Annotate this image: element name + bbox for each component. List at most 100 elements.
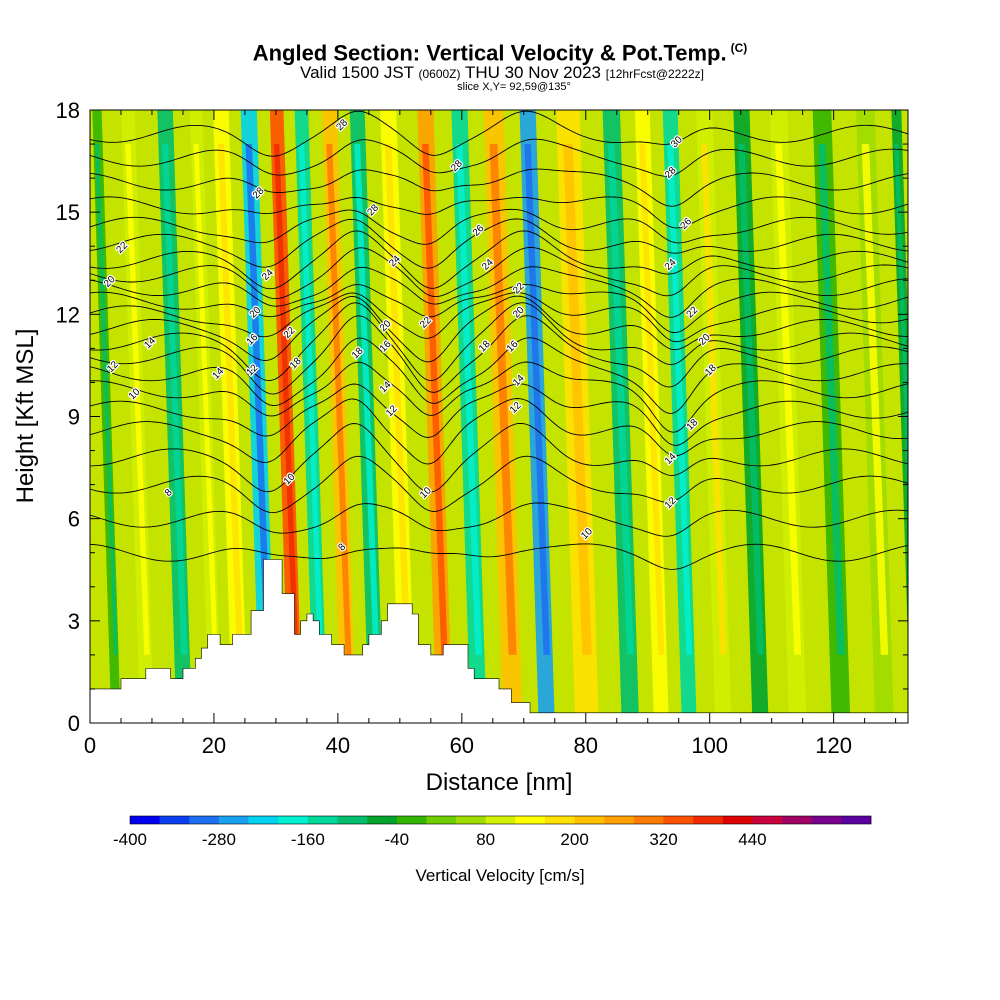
x-tick-label: 100 <box>691 733 728 758</box>
colorbar-tick-label: 80 <box>476 830 495 849</box>
forecast-info: [12hrFcst@2222z] <box>605 67 704 82</box>
colorbar-swatch <box>782 816 813 824</box>
colorbar-swatch <box>248 816 279 824</box>
velocity-band-core <box>422 144 448 655</box>
x-tick-label: 80 <box>574 733 598 758</box>
velocity-band-core <box>563 144 592 655</box>
colorbar-swatch <box>574 816 605 824</box>
velocity-band-core <box>384 144 411 655</box>
velocity-band-core <box>894 144 908 509</box>
isentrope-line <box>90 295 908 363</box>
isentrope-line <box>90 218 908 269</box>
isentrope-line <box>90 247 908 300</box>
colorbar-swatch <box>811 816 842 824</box>
y-tick-label: 12 <box>56 302 80 327</box>
x-tick-label: 20 <box>202 733 226 758</box>
terrain <box>90 559 908 723</box>
isentrope-contours <box>90 110 908 570</box>
colorbar-swatch <box>633 816 664 824</box>
velocity-band <box>891 110 908 644</box>
colorbar-swatch <box>663 816 694 824</box>
isentrope-line <box>90 168 908 207</box>
isentrope-line <box>90 422 908 493</box>
valid-time-line: Valid 1500 JST (0600Z) THU 30 Nov 2023 [… <box>4 63 1000 83</box>
chart-title-line: Angled Section: Vertical Velocity & Pot.… <box>0 36 1000 65</box>
colorbar-swatch <box>485 816 516 824</box>
velocity-field <box>90 110 908 723</box>
y-tick-label: 9 <box>68 405 80 430</box>
colorbar-swatch <box>396 816 427 824</box>
colorbar-tick-label: -280 <box>202 830 236 849</box>
colorbar-tick-label: 320 <box>649 830 677 849</box>
valid-utc: (0600Z) <box>418 67 461 82</box>
isentrope-line <box>90 292 908 343</box>
velocity-band-core <box>298 144 324 655</box>
velocity-band-core <box>701 144 727 655</box>
x-tick-label: 40 <box>326 733 350 758</box>
colorbar-swatch <box>189 816 220 824</box>
isentrope-line <box>90 502 908 537</box>
colorbar-swatch <box>515 816 546 824</box>
isentrope-line <box>90 230 908 290</box>
axes: 0 20 40 60 80 100 120 0 3 6 9 12 15 18 <box>56 98 908 758</box>
x-tick-label: 120 <box>815 733 852 758</box>
isentrope-line <box>90 110 908 157</box>
y-tick-label: 6 <box>68 507 80 532</box>
chart-titles: Angled Section: Vertical Velocity & Pot.… <box>0 36 1000 94</box>
isentrope-line <box>90 315 908 395</box>
slice-info: slice X,Y= 92,59@135° <box>457 81 571 94</box>
x-tick-label: 60 <box>450 733 474 758</box>
y-tick-label: 3 <box>68 609 80 634</box>
colorbar-swatch <box>426 816 457 824</box>
velocity-band-core <box>193 144 218 655</box>
chart-title: Angled Section: Vertical Velocity & Pot.… <box>252 40 727 66</box>
isentrope-line <box>90 455 908 514</box>
velocity-band-core <box>818 144 845 655</box>
colorbar-swatch <box>218 816 249 824</box>
colorbar-frame <box>129 815 872 825</box>
velocity-band-core <box>326 144 352 655</box>
terrain-profile <box>90 559 908 723</box>
velocity-band-core <box>738 144 764 655</box>
x-axis-label: Distance [nm] <box>426 769 573 796</box>
isentrope-line <box>90 208 908 245</box>
isentrope-line <box>90 361 908 433</box>
velocity-band-core <box>456 144 482 655</box>
colorbar-tick-label: -400 <box>113 830 147 849</box>
velocity-band-core <box>861 144 889 655</box>
colorbar: -400 -280 -160 -40 80 200 320 440 <box>113 815 872 849</box>
velocity-band-core <box>524 144 550 655</box>
x-tick-label: 0 <box>84 733 96 758</box>
velocity-band-core <box>354 144 380 655</box>
colorbar-swatch <box>278 816 309 824</box>
velocity-band-core <box>217 144 244 655</box>
colorbar-swatch <box>752 816 783 824</box>
velocity-band-core <box>607 144 634 655</box>
colorbar-swatch <box>159 816 190 824</box>
isentrope-line <box>90 302 908 382</box>
colorbar-swatch <box>544 816 575 824</box>
velocity-band-core <box>667 144 693 655</box>
isentrope-line <box>90 383 908 446</box>
colorbar-swatch <box>367 816 398 824</box>
velocity-band-core <box>245 144 272 655</box>
colorbar-tick-label: 200 <box>560 830 588 849</box>
y-tick-label: 18 <box>56 98 80 123</box>
colorbar-tick-label: 440 <box>738 830 766 849</box>
colorbar-swatch <box>693 816 724 824</box>
velocity-band-core <box>95 144 118 655</box>
colorbar-swatch <box>456 816 486 824</box>
isentrope-line <box>90 398 908 465</box>
y-axis-label: Height [Kft MSL] <box>12 329 39 504</box>
colorbar-swatch <box>337 816 368 824</box>
velocity-band-core <box>775 144 802 655</box>
colorbar-swatch <box>307 816 338 824</box>
valid-prefix: Valid 1500 JST <box>300 63 414 83</box>
colorbar-tick-label: -40 <box>384 830 409 849</box>
velocity-band-core <box>489 144 517 655</box>
isentrope-line <box>90 543 908 570</box>
valid-date: THU 30 Nov 2023 <box>464 63 602 83</box>
colorbar-swatch <box>722 816 753 824</box>
isentrope-line <box>90 284 908 334</box>
